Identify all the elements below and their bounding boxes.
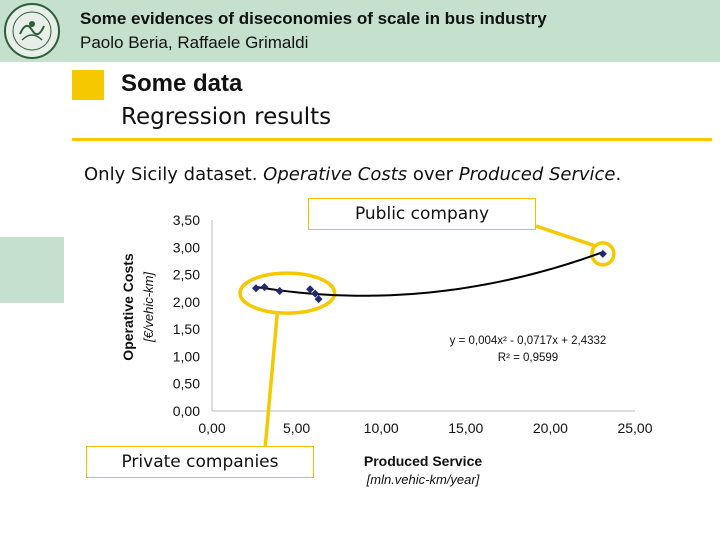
caption-prefix: Only Sicily dataset. xyxy=(84,164,264,185)
slide-caption: Only Sicily dataset. Operative Costs ove… xyxy=(84,164,621,185)
presentation-authors: Paolo Beria, Raffaele Grimaldi xyxy=(80,33,309,52)
caption-emphasis-service: Produced Service xyxy=(458,164,616,185)
data-point xyxy=(251,284,260,293)
x-tick-label: 5,00 xyxy=(283,420,310,436)
data-point xyxy=(306,285,315,294)
x-tick-label: 20,00 xyxy=(533,420,568,436)
x-axis-label: Produced Service xyxy=(364,453,482,469)
public-company-callout: Public company xyxy=(308,198,536,230)
y-tick-label: 0,00 xyxy=(173,403,200,419)
data-point xyxy=(260,283,269,292)
data-point xyxy=(314,295,323,304)
regression-r2: R² = 0,9599 xyxy=(498,352,558,364)
x-tick-label: 10,00 xyxy=(364,420,399,436)
public-company-highlight xyxy=(590,241,616,267)
x-tick-label: 15,00 xyxy=(448,420,483,436)
caption-emphasis-cost: Operative Costs xyxy=(263,164,408,185)
header-bar: Some evidences of diseconomies of scale … xyxy=(0,0,720,62)
public-callout-connector xyxy=(535,224,596,248)
regression-equation: y = 0,004x² - 0,0717x + 2,4332 xyxy=(450,335,607,347)
title-divider xyxy=(72,138,712,141)
bullet-square xyxy=(72,70,104,100)
caption-suffix: . xyxy=(615,164,622,185)
regression-chart: 0,00 0,50 1,00 1,50 2,00 2,50 3,00 3,50 0,00 5,00… xyxy=(120,212,653,487)
y-axis-unit: [€/vehic-km] xyxy=(141,272,156,343)
y-tick-label: 2,50 xyxy=(173,267,200,283)
y-tick-label: 3,00 xyxy=(173,239,200,255)
y-tick-label: 1,00 xyxy=(173,348,200,364)
data-point xyxy=(598,249,607,258)
y-tick-label: 2,00 xyxy=(173,294,200,310)
data-point xyxy=(311,289,320,298)
presentation-title: Some evidences of diseconomies of scale … xyxy=(80,9,547,28)
x-axis-unit: [mln.vehic-km/year] xyxy=(366,472,480,487)
data-point xyxy=(275,286,284,295)
university-seal-icon xyxy=(0,0,64,62)
slide-subtitle: Regression results xyxy=(121,104,332,130)
y-tick-label: 0,50 xyxy=(173,376,200,392)
y-axis-label: Operative Costs xyxy=(120,253,136,361)
side-accent-block xyxy=(0,237,64,303)
slide-title: Some data xyxy=(121,70,243,97)
x-tick-label: 0,00 xyxy=(198,420,225,436)
private-companies-highlight xyxy=(238,271,337,315)
y-tick-label: 1,50 xyxy=(173,321,200,337)
private-companies-callout: Private companies xyxy=(86,446,314,478)
private-callout-connector xyxy=(263,312,280,447)
x-tick-label: 25,00 xyxy=(617,420,652,436)
y-tick-label: 3,50 xyxy=(173,212,200,228)
caption-middle: over xyxy=(407,164,459,185)
